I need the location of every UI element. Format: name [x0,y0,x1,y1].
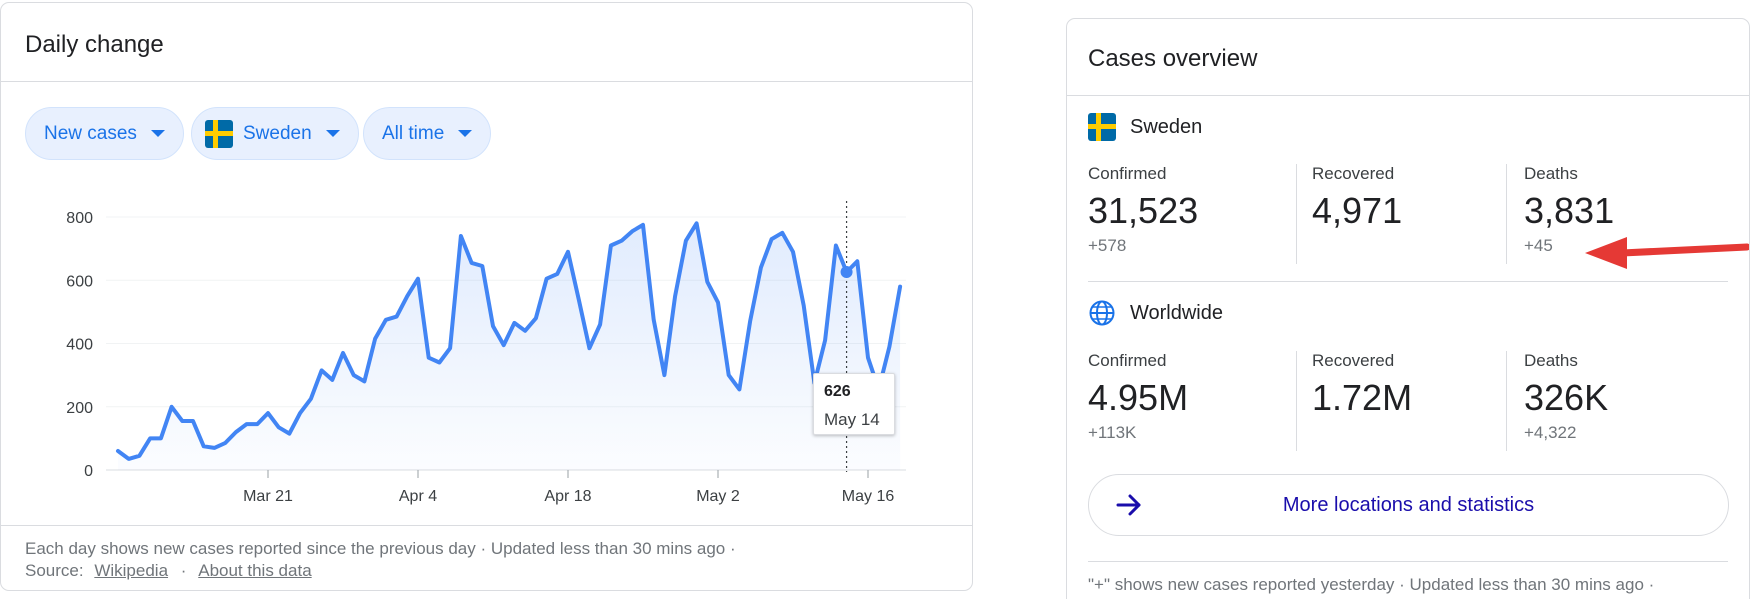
stat-value: 4,971 [1312,190,1403,231]
title-divider [1,81,972,82]
stat-delta: +113K [1088,423,1137,442]
more-locations-label: More locations and statistics [1282,493,1535,516]
wikipedia-link[interactable]: Wikipedia [94,561,169,580]
stat-delta: +4,322 [1524,423,1577,442]
stat-value: 4.95M [1088,377,1189,418]
metric-filter-chip[interactable]: New cases [25,107,184,160]
region-name: Worldwide [1130,301,1223,324]
chart-tooltip: 626 May 14 [813,373,895,435]
stat-label: Confirmed [1088,351,1167,370]
worldwide-confirmed-stat: Confirmed 4.95M +113K [1088,351,1188,443]
arrow-right-icon [1116,494,1141,516]
cases-area-fill [118,223,901,470]
y-tick-label: 0 [84,463,93,480]
metric-filter-label: New cases [44,122,137,144]
more-locations-button[interactable]: More locations and statistics [1088,474,1729,536]
stat-label: Recovered [1312,164,1395,183]
stat-delta: +45 [1524,236,1553,255]
sweden-recovered-stat: Recovered 4,971 [1312,164,1402,236]
x-tick-label: Mar 21 [243,488,293,505]
location-filter-chip[interactable]: Sweden [191,107,359,160]
overview-footer-divider [1088,561,1728,562]
y-tick-label: 400 [66,337,93,354]
worldwide-recovered-stat: Recovered 1.72M [1312,351,1412,423]
stat-label: Deaths [1524,351,1578,370]
daily-change-card: Daily change New cases Sweden All time 0… [0,2,973,591]
annotation-arrow-icon [1585,237,1749,269]
y-tick-label: 800 [66,210,93,227]
footer-separator: · [180,561,187,580]
x-tick-label: Apr 4 [399,488,437,505]
chevron-down-icon [458,130,473,137]
stat-label: Confirmed [1088,164,1167,183]
location-filter-label: Sweden [243,122,312,144]
stat-label: Recovered [1312,351,1395,370]
stat-value: 326K [1524,377,1609,418]
stat-value: 31,523 [1088,190,1199,231]
overview-footer-note: "+" shows new cases reported yesterday ·… [1088,575,1655,594]
hover-point[interactable] [840,266,853,279]
stat-divider [1296,164,1297,264]
stat-divider [1506,351,1507,451]
x-tick-label: Apr 18 [544,488,591,505]
daily-footer-source: Source: Wikipedia · About this data [25,561,312,581]
overview-title-divider [1067,95,1749,96]
x-tick-label: May 16 [842,488,895,505]
daily-cases-chart[interactable]: 0 200 400 600 800 Mar 21 Apr 4 Apr 18 May 2 May … [1,183,973,513]
region-name: Sweden [1130,115,1203,138]
daily-footer-note: Each day shows new cases reported since … [25,539,736,558]
y-tick-label: 600 [66,273,93,290]
footer-divider [1,525,972,526]
cases-overview-card: Cases overview Sweden Confirmed 31,523 +… [1066,18,1750,599]
stat-divider [1506,164,1507,264]
stat-value: 3,831 [1524,190,1615,231]
worldwide-deaths-stat: Deaths 326K +4,322 [1524,351,1608,443]
sweden-flag-icon [205,119,233,148]
stat-delta: +578 [1088,236,1127,255]
time-range-filter-chip[interactable]: All time [363,107,492,160]
stat-divider [1296,351,1297,451]
x-tick-label: May 2 [696,488,740,505]
time-range-filter-label: All time [382,122,445,144]
chevron-down-icon [150,130,165,137]
source-label: Source: [25,561,84,580]
sweden-confirmed-stat: Confirmed 31,523 +578 [1088,164,1198,256]
region-worldwide-header: Worldwide [1088,299,1223,327]
stat-label: Deaths [1524,164,1578,183]
tooltip-value: 626 [824,383,851,400]
about-data-link[interactable]: About this data [198,561,312,580]
cases-line [116,221,903,461]
y-tick-label: 200 [66,400,93,417]
stat-value: 1.72M [1312,377,1413,418]
chevron-down-icon [325,130,340,137]
sweden-flag-icon [1088,113,1116,141]
sweden-deaths-stat: Deaths 3,831 +45 [1524,164,1614,256]
region-divider [1088,281,1728,282]
cases-overview-title: Cases overview [1088,45,1258,72]
globe-icon [1089,300,1115,326]
region-sweden-header: Sweden [1088,113,1202,141]
tooltip-date: May 14 [824,410,880,429]
daily-change-title: Daily change [25,31,164,58]
